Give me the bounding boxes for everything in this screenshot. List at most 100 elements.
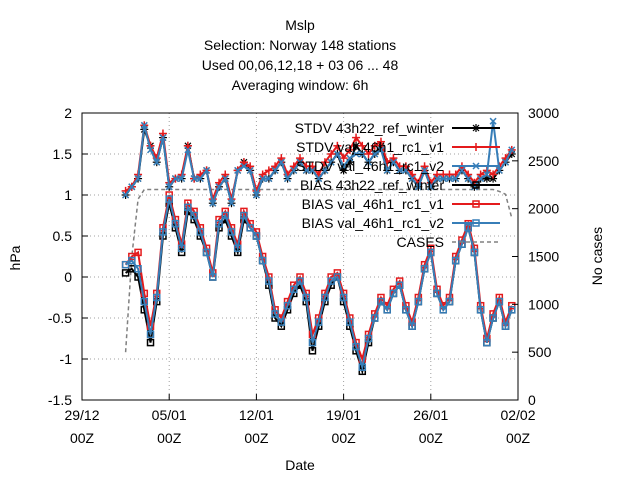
data-point [183,141,192,150]
data-point [165,191,173,199]
data-point [165,195,173,203]
data-point [158,129,167,138]
x-tick-label-date: 02/02 [500,407,535,423]
data-point [184,203,192,212]
data-point [171,175,179,183]
data-point [121,260,130,269]
data-point [458,240,466,248]
x-tick-label-date: 26/01 [413,407,448,423]
data-point [476,170,485,179]
data-point [190,211,198,220]
data-point [121,269,130,277]
data-point [477,175,485,183]
data-point [152,293,161,302]
data-point [327,150,336,158]
y-axis-label: hPa [7,245,23,270]
y-tick-label: 1.5 [53,146,73,162]
data-point [414,183,422,191]
data-point [165,183,173,191]
data-point [246,224,254,232]
series-5 [121,195,516,372]
data-point [476,306,485,314]
data-point [196,175,204,183]
data-point [277,158,285,166]
data-point [314,318,323,326]
data-point [489,117,497,125]
data-point [258,256,267,265]
data-point [265,175,273,183]
data-point [427,248,435,257]
legend-item: STDV 43h22_ref_winter [295,120,500,136]
y2-tick-label: 1500 [528,249,559,265]
data-point [408,175,416,183]
y-tick-label: 0.5 [53,228,73,244]
data-point [339,154,348,163]
y-tick-label: 1 [64,187,72,203]
series-2 [122,117,516,207]
data-point [370,314,379,322]
data-point [146,330,155,339]
data-point [327,158,335,166]
data-point [159,228,167,236]
legend-item: STDV val_46h1_rc1_v2 [296,158,500,174]
data-point [352,342,360,351]
y2-tick-label: 2500 [528,153,559,169]
data-point [146,338,155,347]
data-point [508,146,516,154]
data-point [472,219,480,227]
data-point [259,175,267,183]
data-point [508,306,516,314]
y-tick-label: 2 [64,105,72,121]
x-axis-ticks: 29/12 00Z 05/01 00Z 12/01 00Z 19/01 00Z 26/01 00Z… [64,394,536,446]
data-point [508,301,516,310]
data-point [389,158,397,166]
data-point [327,277,335,285]
y2-tick-label: 500 [528,344,552,360]
data-point [495,166,503,174]
data-point [296,277,304,285]
data-point [483,170,491,179]
data-point [346,318,354,326]
data-point [134,175,142,183]
data-point [472,181,480,189]
data-point [140,121,148,129]
data-point [464,175,472,183]
x-tick-label-hour: 00Z [244,430,269,446]
data-point [321,166,329,174]
x-tick-label-hour: 00Z [332,430,357,446]
data-point [358,150,366,158]
data-point [190,175,198,183]
y2-tick-label: 2000 [528,201,559,217]
data-point [209,199,217,207]
data-point [396,166,404,174]
data-point [445,175,454,183]
data-point [502,158,510,166]
data-point [358,363,367,371]
cases-series [124,188,513,353]
data-point [408,322,416,330]
data-point [215,219,223,228]
x-tick-label-date: 12/01 [239,407,274,423]
y-tick-label: -0.5 [48,310,72,326]
data-point [171,219,180,228]
data-point [370,141,379,150]
data-point [371,150,379,158]
data-point [202,248,211,257]
data-point [345,145,354,154]
data-point [277,318,286,326]
y-axis-ticks: -1.5 -1 -0.5 0 0.5 1 1.5 2 [48,105,88,408]
series-6 [124,188,513,353]
data-point [377,297,385,306]
legend: STDV 43h22_ref_winter STDV val_46h1_rc1_v… [295,120,500,250]
x-tick-label-date: 05/01 [152,407,187,423]
data-point [215,183,223,191]
data-point [128,256,136,265]
x-tick-label-hour: 00Z [157,430,182,446]
x-tick-label-hour: 00Z [70,430,95,446]
y2-tick-label: 0 [528,392,536,408]
x-axis-label: Date [285,457,315,473]
y2-tick-label: 3000 [528,105,559,121]
data-point [233,244,242,253]
data-point [364,334,373,343]
